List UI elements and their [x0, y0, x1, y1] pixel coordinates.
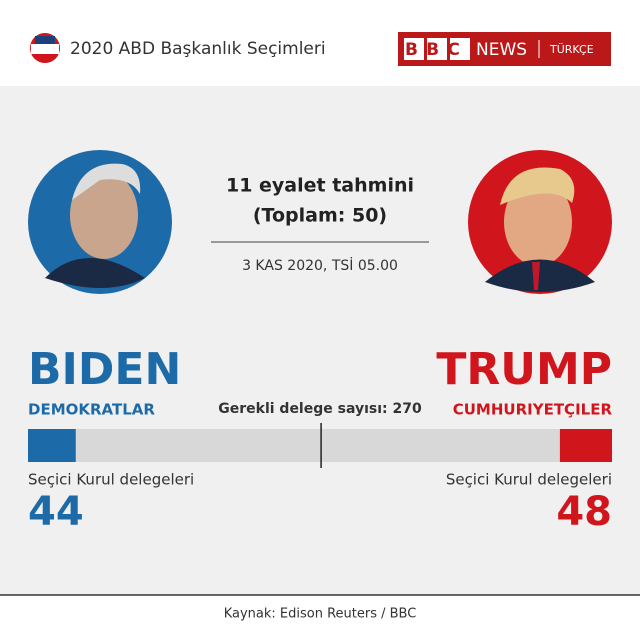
value: 48 — [556, 489, 612, 535]
threshold-text: Gerekli delege sayısı: 270 — [218, 401, 422, 417]
summary-line: (Toplam: 50) — [253, 205, 387, 227]
header-title: 2020 ABD Başkanlık Seçimleri — [70, 39, 326, 59]
party-name: DEMOKRATLAR — [28, 401, 155, 419]
bar-track — [28, 429, 612, 462]
bar — [559, 429, 612, 462]
header-year: 2020 — [70, 39, 113, 59]
election-icon — [30, 33, 60, 63]
candidate-name: BIDEN — [28, 344, 181, 395]
candidate-name: TRUMP — [436, 344, 612, 395]
threshold-label: Gerekli delege sayısı: — [218, 401, 387, 417]
header-title-text: ABD Başkanlık Seçimleri — [119, 39, 326, 59]
threshold-value: 270 — [393, 401, 422, 417]
value: 44 — [28, 489, 84, 535]
party-name: CUMHURIYETÇILER — [453, 401, 613, 419]
bar — [28, 429, 76, 462]
brand-lang: TÜRKÇE — [549, 43, 594, 56]
summary-line: 11 eyalet tahmini — [226, 175, 414, 197]
value-label: Seçici Kurul delegeleri — [446, 471, 612, 489]
biden-portrait — [28, 150, 172, 294]
value-label: Seçici Kurul delegeleri — [28, 471, 194, 489]
brand: BBC — [405, 40, 468, 60]
brand-news: NEWS — [476, 40, 527, 60]
footer: Kaynak: Edison Reuters / BBC — [224, 607, 417, 622]
summary-date: 3 KAS 2020, TSİ 05.00 — [242, 256, 398, 274]
bbc-logo: BBC NEWS TÜRKÇE — [398, 32, 611, 66]
trump-portrait — [468, 150, 612, 294]
